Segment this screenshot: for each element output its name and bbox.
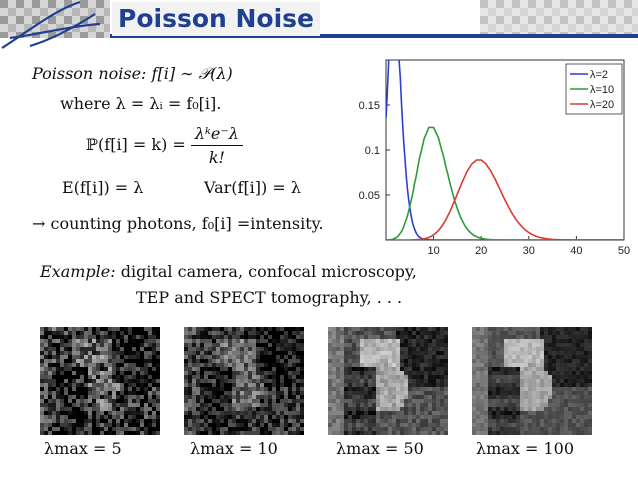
banner-curves xyxy=(1,0,101,49)
legend-label: λ=2 xyxy=(590,69,608,81)
caption-lambda-50: λmax = 50 xyxy=(336,439,424,458)
x-tick-label: 30 xyxy=(523,245,535,257)
poisson-pmf-chart: 10 20 30 40 50 0.05 0.1 0.15 λ=2 λ=10 λ=20 xyxy=(359,59,630,257)
caption-lambda-10: λmax = 10 xyxy=(190,439,278,458)
legend-label: λ=10 xyxy=(590,84,614,96)
model-expression: f[i] ∼ 𝒫(λ) xyxy=(151,64,233,83)
example-line-1: Example: digital camera, confocal micros… xyxy=(40,262,417,281)
legend-label: λ=20 xyxy=(590,99,614,111)
variance-formula: Var(f[i]) = λ xyxy=(204,178,301,197)
x-tick-label: 10 xyxy=(427,245,439,257)
y-tick-label: 0.05 xyxy=(359,190,380,202)
example-text-1: digital camera, confocal microscopy, xyxy=(120,262,417,281)
x-tick-label: 50 xyxy=(618,245,630,257)
series-line-λ=10 xyxy=(386,126,624,240)
caption-lambda-100: λmax = 100 xyxy=(476,439,574,458)
noisy-image-lambda-100 xyxy=(472,327,592,435)
pmf-denominator: k! xyxy=(208,148,225,167)
noisy-image-lambda-5 xyxy=(40,327,160,435)
example-line-2: TEP and SPECT tomography, . . . xyxy=(136,288,403,307)
caption-lambda-5: λmax = 5 xyxy=(44,439,122,458)
where-line: where λ = λᵢ = f₀[i]. xyxy=(60,94,222,113)
pmf-fraction: λᵏe⁻λ k! xyxy=(190,124,243,167)
pmf-numerator: λᵏe⁻λ xyxy=(190,124,243,146)
series-line-λ=2 xyxy=(386,60,624,240)
series-line-λ=20 xyxy=(386,159,624,240)
example-prefix: Example: xyxy=(40,262,116,281)
x-tick-label: 20 xyxy=(475,245,487,257)
model-prefix: Poisson noise: xyxy=(32,64,147,83)
slide-title: Poisson Noise xyxy=(112,2,321,36)
noisy-image-lambda-10 xyxy=(184,327,304,435)
x-tick-label: 40 xyxy=(570,245,582,257)
expectation-formula: E(f[i]) = λ xyxy=(62,178,144,197)
photons-line: → counting photons, f₀[i] =intensity. xyxy=(32,214,324,233)
y-tick-label: 0.15 xyxy=(359,100,380,112)
y-tick-label: 0.1 xyxy=(365,145,380,157)
pmf-lhs: ℙ(f[i] = k) = xyxy=(86,135,186,154)
title-banner xyxy=(0,0,638,49)
model-line: Poisson noise: f[i] ∼ 𝒫(λ) xyxy=(32,64,233,84)
banner-texture-right xyxy=(480,0,638,38)
banner-texture-left xyxy=(0,0,110,38)
pmf-formula: ℙ(f[i] = k) = λᵏe⁻λ k! xyxy=(86,124,243,167)
noisy-image-lambda-50 xyxy=(328,327,448,435)
